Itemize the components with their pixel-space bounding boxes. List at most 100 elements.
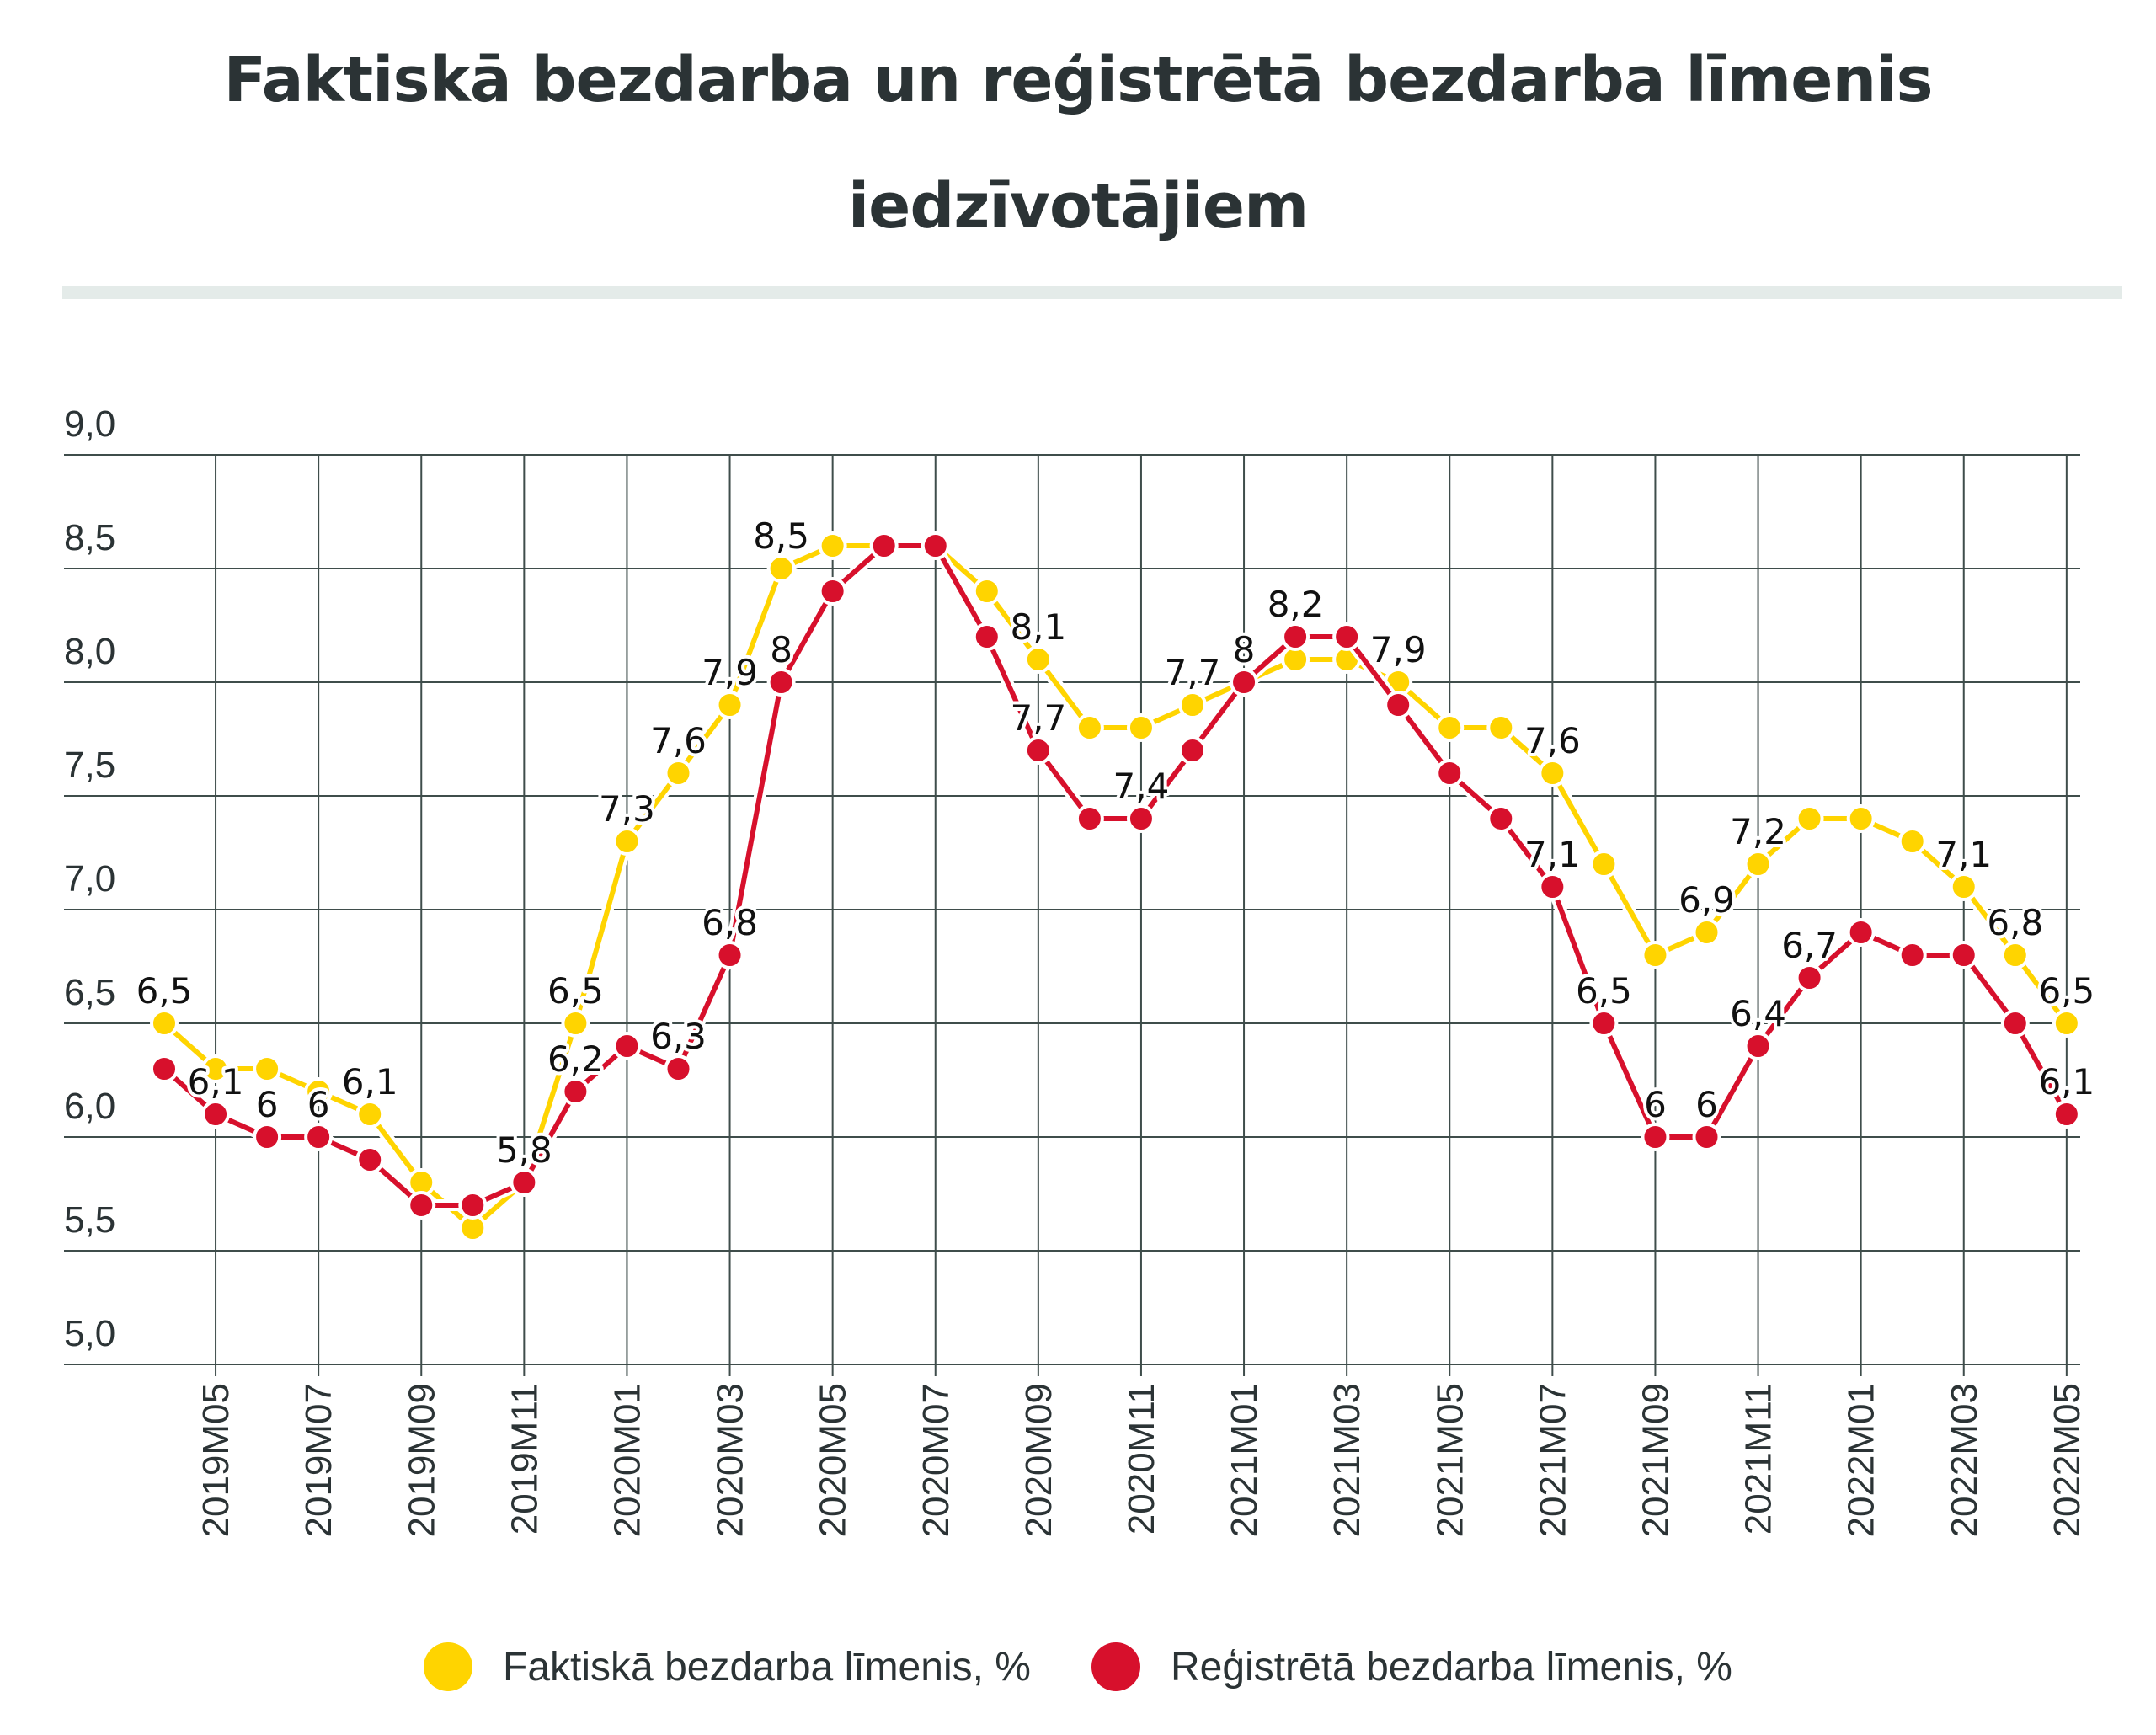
x-tick-label: 2021M11	[1738, 1383, 1780, 1535]
x-tick-label: 2020M01	[606, 1383, 648, 1537]
series-1-data-label: 6,9	[1678, 879, 1735, 921]
x-tick-label: 2022M05	[2047, 1383, 2088, 1537]
series-2-point	[510, 1168, 539, 1197]
x-tick-label: 2020M03	[710, 1383, 751, 1537]
series-1-point	[1795, 804, 1824, 833]
series-2-point	[1126, 804, 1155, 833]
legend-label-actual: Faktiskā bezdarba līmenis, %	[503, 1644, 1031, 1690]
series-1-data-label: 6,1	[342, 1061, 398, 1102]
series-1-point	[1589, 850, 1619, 878]
series-1-point	[818, 531, 847, 560]
x-tick-label: 2021M05	[1429, 1383, 1470, 1537]
series-1-data-label: 7,7	[1165, 652, 1221, 693]
x-tick-label: 2019M09	[401, 1383, 442, 1537]
series-2-data-label: 6,1	[2038, 1061, 2095, 1102]
y-tick-label: 5,5	[64, 1199, 115, 1241]
series-2-point	[1589, 1009, 1619, 1038]
chart-title-line1: Faktiskā bezdarba un reģistrētā bezdarba…	[223, 44, 1933, 116]
series-line-2	[162, 543, 2069, 1208]
y-tick-label: 8,0	[64, 631, 115, 672]
series-1-data-label: 8,1	[1010, 606, 1066, 648]
series-2-point	[869, 531, 899, 560]
series-2-point	[1641, 1123, 1670, 1151]
title-divider	[62, 286, 2122, 299]
series-2-data-label: 6,7	[1781, 925, 1838, 966]
series-1-point	[201, 1054, 231, 1083]
series-1-point	[1641, 941, 1670, 969]
series-2-point	[1230, 668, 1259, 697]
series-2-point	[1897, 941, 1927, 969]
legend-swatch-actual	[424, 1642, 473, 1691]
series-2-point	[458, 1191, 488, 1220]
series-1-point	[304, 1077, 334, 1106]
legend-item-registered[interactable]: Reģistrētā bezdarba līmenis, %	[1091, 1642, 1732, 1691]
chart-title: Faktiskā bezdarba un reģistrētā bezdarba…	[0, 17, 2156, 270]
series-2-point	[972, 622, 1001, 651]
series-2-data-label: 7,4	[1113, 766, 1170, 807]
series-2-point	[201, 1100, 231, 1129]
series-2-data-label: 6,8	[702, 902, 758, 943]
y-tick-label: 5,0	[64, 1313, 115, 1354]
series-1-point	[2000, 941, 2030, 969]
series-2-point	[407, 1191, 436, 1220]
x-tick-label: 2021M03	[1326, 1383, 1368, 1537]
series-2-point	[1023, 736, 1053, 765]
series-2-data-label: 6,1	[188, 1061, 244, 1102]
series-2-point	[1075, 804, 1104, 833]
series-1-point	[355, 1100, 385, 1129]
series-1-point	[1692, 918, 1721, 947]
series-2-point	[1384, 691, 1413, 719]
y-tick-label: 8,5	[64, 517, 115, 558]
series-1-point	[2052, 1009, 2081, 1038]
series-1-point	[1126, 713, 1155, 742]
series-1-data-label: 7,3	[599, 788, 655, 830]
series-2-data-label: 8	[770, 629, 792, 670]
y-tick-label: 7,0	[64, 858, 115, 900]
series-2-data-label: 7,7	[1010, 697, 1066, 739]
series-2-point	[1795, 964, 1824, 992]
series-1-data-label: 8,5	[753, 515, 809, 557]
series-2-data-label: 6	[256, 1084, 279, 1125]
series-2-data-label: 5,8	[496, 1129, 552, 1171]
series-2-point	[1178, 736, 1207, 765]
legend-item-actual[interactable]: Faktiskā bezdarba līmenis, %	[424, 1642, 1031, 1691]
series-2-point	[561, 1077, 590, 1106]
series-1-data-label: 7,9	[702, 652, 758, 693]
series-2-point	[1332, 622, 1362, 651]
series-2-point	[150, 1054, 179, 1083]
x-tick-label: 2021M07	[1532, 1383, 1573, 1537]
series-2-point	[818, 577, 847, 606]
series-2-point	[355, 1145, 385, 1174]
y-tick-label: 6,0	[64, 1086, 115, 1127]
series-1-data-label: 7,1	[1935, 834, 1992, 875]
series-halo-1	[158, 540, 2073, 1234]
series-1-data-label: 6,5	[2038, 970, 2095, 1012]
series-1-data-label: 7,6	[650, 720, 707, 761]
y-tick-label: 9,0	[64, 403, 115, 445]
series-1-point	[150, 1009, 179, 1038]
series-1-data-label: 7,2	[1730, 811, 1786, 852]
series-halo-2	[158, 540, 2073, 1211]
chart-title-line2: iedzīvotājiem	[847, 170, 1309, 243]
series-2-data-label: 6,4	[1730, 993, 1786, 1034]
series-1-point	[561, 1009, 590, 1038]
series-2-data-label: 6	[1695, 1084, 1718, 1125]
series-2-point	[1846, 918, 1876, 947]
series-1-data-label: 7,9	[1370, 629, 1427, 670]
series-line-1	[162, 543, 2069, 1231]
series-2-point	[304, 1123, 334, 1151]
x-tick-label: 2020M05	[813, 1383, 854, 1537]
x-tick-label: 2019M05	[195, 1383, 237, 1537]
x-tick-label: 2021M01	[1224, 1383, 1265, 1537]
series-2-data-label: 6,2	[547, 1038, 604, 1080]
series-1-point	[253, 1054, 282, 1083]
x-tick-label: 2022M01	[1841, 1383, 1882, 1537]
series-2-point	[1435, 759, 1465, 787]
series-1-point	[1435, 713, 1465, 742]
x-tick-label: 2019M11	[504, 1383, 545, 1535]
series-2-data-label: 7,1	[1524, 834, 1581, 875]
series-2-point	[1692, 1123, 1721, 1151]
series-1-point	[1846, 804, 1876, 833]
x-tick-label: 2020M09	[1018, 1383, 1059, 1537]
series-1-point	[664, 759, 693, 787]
